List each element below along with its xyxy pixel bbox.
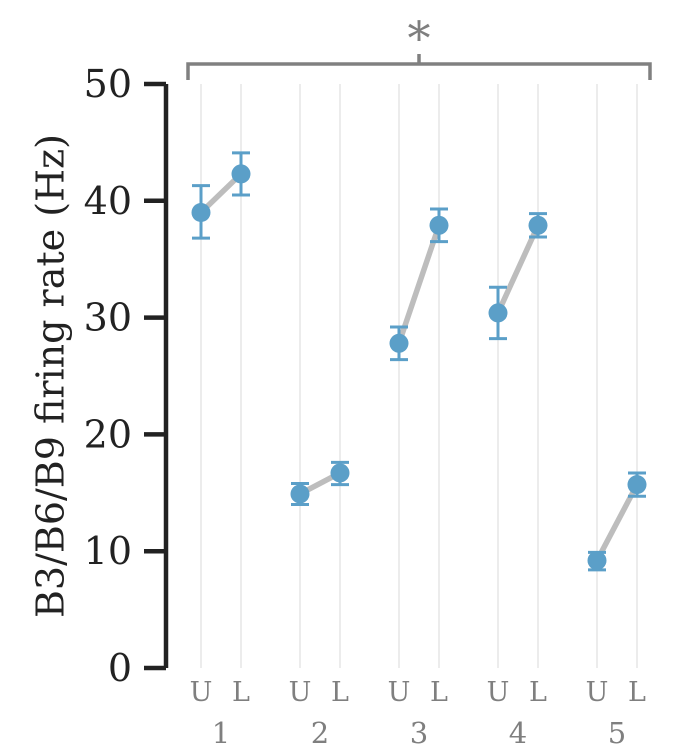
group-label: 5 [608,716,626,750]
group-label: 3 [410,716,428,750]
data-point [429,215,449,235]
x-tick-label: U [586,677,609,708]
y-tick-label: 50 [84,62,132,106]
data-point [488,303,508,323]
x-tick-label: U [487,677,510,708]
x-tick-label: U [388,677,411,708]
x-tick-label: L [628,677,646,708]
x-tick-label: U [289,677,312,708]
x-tick-label: L [430,677,448,708]
data-point [587,551,607,571]
data-layer [191,151,647,572]
gridlines [200,84,638,668]
y-tick-label: 40 [84,179,132,223]
bracket-line [186,54,652,80]
data-point [191,202,211,222]
data-point [627,475,647,495]
connector-line [495,222,541,316]
y-tick-label: 10 [84,529,132,573]
y-tick-label: 20 [84,412,132,456]
y-tick-label: 30 [84,296,132,340]
x-tick-label: L [331,677,349,708]
y-axis-label: B3/B6/B9 firing rate (Hz) [29,134,73,618]
data-point [389,333,409,353]
x-axis-labels: U L1U L2U L3U L4U L5 [190,677,646,750]
data-point [528,215,548,235]
data-point [231,164,251,184]
significance-label: * [408,11,431,65]
x-tick-label: L [529,677,547,708]
group-label: 1 [212,716,230,750]
group-label: 2 [311,716,329,750]
x-tick-label: L [232,677,250,708]
connector-line [396,222,442,347]
data-point [330,463,350,483]
data-point [290,484,310,504]
y-axis: 0 10 20 30 40 50 [84,62,169,690]
group-label: 4 [509,716,527,750]
significance-bracket: * [186,11,652,80]
y-tick-label: 0 [108,646,132,690]
x-tick-label: U [190,677,213,708]
